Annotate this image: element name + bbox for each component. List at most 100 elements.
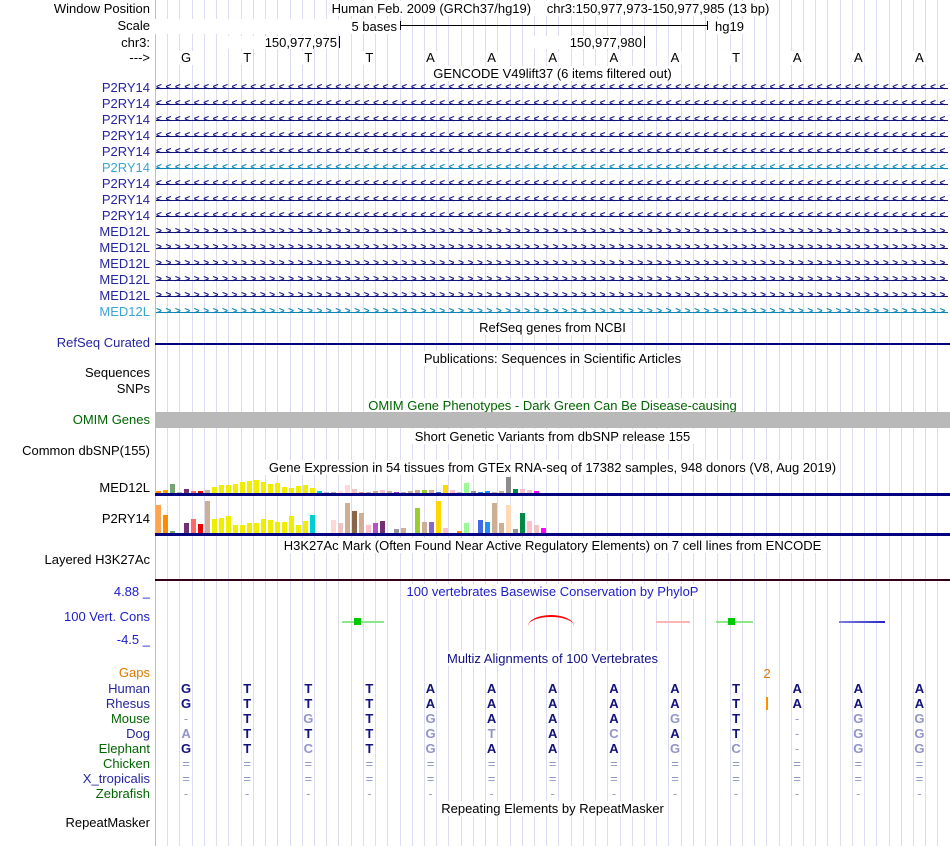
track-label-gtex-p2ry14[interactable]: P2RY14 [101, 511, 150, 526]
alignment-base: A [486, 696, 497, 711]
alignment-base: - [611, 786, 617, 801]
base-letter: A [851, 50, 865, 65]
gene-row-arrows[interactable]: <<<<<<<<<<<<<<<<<<<<<<<<<<<<<<<<<<<<<<<<… [156, 128, 948, 144]
track-label-multiz-x_tropicalis[interactable]: X_tropicalis [82, 771, 150, 786]
alignment-base: T [365, 681, 374, 696]
alignment-base: A [609, 711, 619, 726]
gene-row-label[interactable]: P2RY14 [101, 176, 150, 191]
gene-row-arrows[interactable]: >>>>>>>>>>>>>>>>>>>>>>>>>>>>>>>>>>>>>>>>… [156, 256, 948, 272]
gene-row-arrows[interactable]: >>>>>>>>>>>>>>>>>>>>>>>>>>>>>>>>>>>>>>>>… [156, 224, 948, 240]
gap-insertion-tick [766, 697, 768, 710]
omim-gene-bar[interactable] [155, 412, 950, 428]
track-label-repeatmasker[interactable]: RepeatMasker [65, 815, 150, 830]
gtex-tissue-bar [261, 519, 266, 533]
gene-row-label[interactable]: P2RY14 [101, 80, 150, 95]
gtex-tissue-bar [534, 491, 539, 493]
gtex-tissue-bar [513, 489, 518, 493]
gene-row-arrows[interactable]: >>>>>>>>>>>>>>>>>>>>>>>>>>>>>>>>>>>>>>>>… [156, 288, 948, 304]
gene-row-label[interactable]: P2RY14 [101, 112, 150, 127]
gtex-tissue-bar [240, 482, 245, 493]
gene-row-label[interactable]: MED12L [99, 224, 150, 239]
track-label-refseq-curated[interactable]: RefSeq Curated [56, 335, 150, 350]
repeatmasker-title: Repeating Elements by RepeatMasker [155, 801, 950, 816]
track-label-omim-genes[interactable]: OMIM Genes [72, 412, 150, 427]
gene-row-label[interactable]: MED12L [99, 272, 150, 287]
gene-row-arrows[interactable]: >>>>>>>>>>>>>>>>>>>>>>>>>>>>>>>>>>>>>>>>… [156, 272, 948, 288]
gene-row-arrows[interactable]: <<<<<<<<<<<<<<<<<<<<<<<<<<<<<<<<<<<<<<<<… [156, 112, 948, 128]
gene-row-arrows[interactable]: <<<<<<<<<<<<<<<<<<<<<<<<<<<<<<<<<<<<<<<<… [156, 144, 948, 160]
gene-row-label[interactable]: P2RY14 [101, 96, 150, 111]
gene-row-label[interactable]: MED12L [99, 240, 150, 255]
gtex-tissue-bar [464, 483, 469, 493]
gene-row-label[interactable]: P2RY14 [101, 192, 150, 207]
gene-row-arrows[interactable]: <<<<<<<<<<<<<<<<<<<<<<<<<<<<<<<<<<<<<<<<… [156, 176, 948, 192]
gtex-med12l-baseline[interactable] [155, 493, 950, 496]
gtex-tissue-bar [366, 492, 371, 493]
gene-row-label[interactable]: MED12L [99, 256, 150, 271]
alignment-base: - [489, 786, 494, 801]
alignment-base: A [547, 711, 558, 726]
track-label-layered-h3k27ac[interactable]: Layered H3K27Ac [44, 552, 150, 567]
gene-row-arrows[interactable]: <<<<<<<<<<<<<<<<<<<<<<<<<<<<<<<<<<<<<<<<… [156, 80, 948, 96]
alignment-base: G [669, 741, 681, 756]
track-label-gaps[interactable]: Gaps [118, 665, 150, 680]
alignment-base: = [182, 756, 190, 771]
gtex-tissue-bar [464, 523, 469, 533]
gene-row-label[interactable]: P2RY14 [101, 144, 150, 159]
track-label-multiz-chicken[interactable]: Chicken [103, 756, 150, 771]
gene-row-arrows[interactable]: <<<<<<<<<<<<<<<<<<<<<<<<<<<<<<<<<<<<<<<<… [156, 160, 948, 176]
gtex-tissue-bar [485, 522, 490, 533]
track-label-multiz-elephant[interactable]: Elephant [98, 741, 150, 756]
gtex-tissue-bar [506, 505, 511, 533]
gene-row-arrows[interactable]: >>>>>>>>>>>>>>>>>>>>>>>>>>>>>>>>>>>>>>>>… [156, 240, 948, 256]
strand-arrow-label[interactable]: ---> [129, 50, 150, 65]
gtex-tissue-bar [457, 492, 462, 493]
gtex-tissue-bar [254, 480, 259, 493]
gene-row-arrows[interactable]: <<<<<<<<<<<<<<<<<<<<<<<<<<<<<<<<<<<<<<<<… [156, 96, 948, 112]
track-label-multiz-rhesus[interactable]: Rhesus [105, 696, 150, 711]
assembly-title: Human Feb. 2009 (GRCh37/hg19) [327, 1, 536, 16]
gtex-p2ry14-baseline[interactable] [155, 533, 950, 536]
gtex-tissue-bar [527, 490, 532, 493]
gene-row-label[interactable]: MED12L [99, 304, 150, 319]
strand-arrows-right: >>>>>>>>>>>>>>>>>>>>>>>>>>>>>>>>>>>>>>>>… [156, 306, 948, 317]
track-label-multiz-human[interactable]: Human [108, 681, 150, 696]
track-label-gtex-med12l[interactable]: MED12L [99, 480, 150, 495]
refseq-curated-item[interactable] [155, 343, 950, 345]
gtex-tissue-bar [331, 520, 336, 533]
alignment-base: G [425, 741, 436, 756]
gene-intron-line [156, 103, 948, 105]
gene-row-arrows[interactable]: >>>>>>>>>>>>>>>>>>>>>>>>>>>>>>>>>>>>>>>>… [156, 304, 948, 320]
gtex-tissue-bar [422, 490, 427, 493]
gene-row-arrows[interactable]: <<<<<<<<<<<<<<<<<<<<<<<<<<<<<<<<<<<<<<<<… [156, 208, 948, 224]
refseq-title: RefSeq genes from NCBI [155, 320, 950, 335]
alignment-base: A [670, 726, 680, 741]
gene-intron-line [156, 247, 948, 249]
track-label-100-vert-cons[interactable]: 100 Vert. Cons [64, 609, 150, 624]
alignment-base: G [669, 711, 681, 726]
h3k27ac-track-line[interactable] [155, 579, 950, 581]
track-label-snps[interactable]: SNPs [116, 381, 150, 396]
gene-intron-line [156, 119, 948, 121]
gene-row-arrows[interactable]: <<<<<<<<<<<<<<<<<<<<<<<<<<<<<<<<<<<<<<<<… [156, 192, 948, 208]
gene-row-label[interactable]: P2RY14 [101, 160, 150, 175]
track-label-sequences[interactable]: Sequences [84, 365, 150, 380]
gtex-tissue-bar [520, 513, 525, 533]
alignment-base: A [181, 726, 191, 741]
scale-bar-left-tick [400, 21, 401, 30]
track-label-multiz-zebrafish[interactable]: Zebrafish [95, 786, 150, 801]
gene-row-label[interactable]: P2RY14 [101, 128, 150, 143]
gtex-tissue-bar [296, 486, 301, 493]
gtex-tissue-bar [156, 491, 161, 493]
gtex-tissue-bar [303, 521, 308, 533]
gene-row-label[interactable]: P2RY14 [101, 208, 150, 223]
track-label-multiz-mouse[interactable]: Mouse [110, 711, 150, 726]
alignment-base: = [854, 756, 863, 771]
track-label-multiz-dog[interactable]: Dog [126, 726, 150, 741]
gene-row-label[interactable]: MED12L [99, 288, 150, 303]
gtex-chart-med12l[interactable] [155, 459, 950, 493]
gtex-chart-p2ry14[interactable] [155, 499, 950, 533]
alignment-base: T [243, 726, 252, 741]
alignment-base: G [853, 711, 864, 726]
track-label-common-dbsnp[interactable]: Common dbSNP(155) [22, 443, 150, 458]
